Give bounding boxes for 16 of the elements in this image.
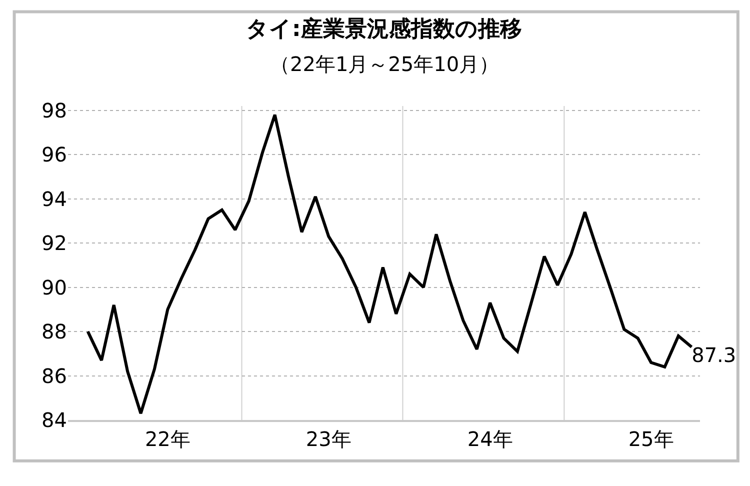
data-label: 87.3: [692, 343, 736, 368]
y-tick-label: 94: [42, 186, 67, 211]
x-tick-label: 22年: [144, 427, 190, 451]
y-tick-label: 88: [42, 320, 67, 344]
x-tick-label: 24年: [467, 427, 513, 451]
y-tick-label: 86: [42, 364, 67, 388]
y-tick-label: 92: [42, 231, 67, 256]
line-series: [86, 113, 694, 415]
y-tick-label: 96: [42, 142, 67, 167]
x-tick-label: 25年: [628, 427, 674, 451]
y-tick-label: 90: [42, 275, 67, 300]
y-tick-label: 84: [42, 408, 67, 432]
x-tick-label: 23年: [306, 427, 352, 451]
chart-title: タイ:産業景況感指数の推移: [246, 16, 522, 42]
y-tick-label: 98: [42, 98, 67, 122]
chart-subtitle: （22年1月～25年10月）: [270, 52, 500, 76]
